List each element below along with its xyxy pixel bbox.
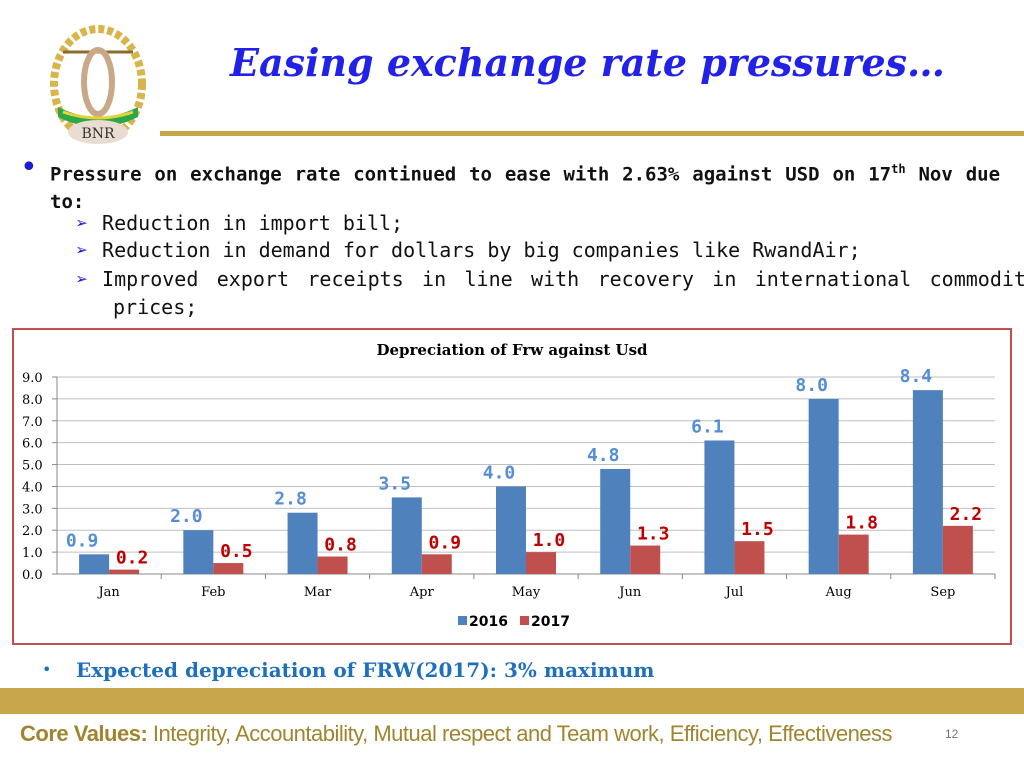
bar-2016-Jan — [79, 554, 110, 574]
chart-frame — [12, 328, 1012, 645]
data-label-2016: 4.0 — [483, 462, 516, 483]
title-rule — [160, 131, 1024, 136]
bar-2017-Sep — [942, 525, 973, 574]
data-label-2017: 1.5 — [741, 519, 774, 540]
y-tick-label: 7.0 — [22, 415, 43, 430]
sub-bullet: ➢ Improved export receipts in line with r… — [76, 267, 1024, 319]
y-tick-label: 1.0 — [22, 546, 43, 561]
footer-bar — [0, 688, 1024, 714]
sub-bullet: ➢ Reduction in import bill; — [76, 211, 404, 235]
y-tick-label: 4.0 — [22, 480, 43, 495]
data-label-2016: 3.5 — [379, 473, 412, 494]
bar-2017-Jun — [630, 545, 661, 574]
sub-bullet: ➢ Reduction in demand for dollars by big … — [76, 238, 861, 262]
bar-2016-Feb — [183, 530, 214, 574]
arrow-bullet-icon: ➢ — [76, 267, 89, 291]
arrow-bullet-icon: ➢ — [76, 238, 89, 262]
bar-2016-Aug — [808, 398, 839, 574]
bar-2017-Jul — [734, 541, 765, 574]
bar-2017-Apr — [421, 554, 452, 574]
bar-2016-Mar — [287, 512, 318, 574]
x-tick-label: Sep — [930, 585, 955, 600]
bar-2016-Jun — [600, 468, 631, 574]
bar-2016-Jul — [704, 440, 735, 574]
bar-chart: 0.0 1.0 2.0 3.0 4.0 5.0 6.0 7.0 8.0 9.0 Jan 0.9 0.2 F… — [22, 366, 996, 630]
bullet-dot: • — [42, 660, 52, 679]
data-label-2016: 8.4 — [900, 366, 933, 387]
data-label-2017: 0.8 — [324, 534, 357, 555]
data-label-2016: 6.1 — [691, 416, 724, 437]
data-label-2017: 0.5 — [220, 541, 253, 562]
data-label-2017: 1.0 — [533, 530, 566, 551]
main-bullet-text: Pressure on exchange rate continued to e… — [50, 162, 1001, 214]
bullet-dot: • — [20, 150, 38, 185]
bar-2017-Feb — [213, 563, 244, 574]
expected-depreciation: Expected depreciation of FRW(2017): 3% m… — [76, 658, 655, 682]
bnr-logo: BNR — [38, 12, 158, 147]
page-number: 12 — [945, 727, 959, 741]
data-label-2017: 0.2 — [116, 548, 149, 569]
y-tick-label: 6.0 — [22, 437, 43, 452]
data-label-2017: 1.3 — [637, 524, 670, 545]
legend-swatch-2017 — [520, 616, 529, 625]
data-label-2017: 2.2 — [950, 504, 983, 525]
x-tick-label: Jun — [617, 585, 642, 600]
bar-2017-May — [526, 552, 556, 574]
y-tick-label: 9.0 — [22, 371, 43, 386]
legend-swatch-2016 — [458, 616, 467, 625]
bar-2017-Mar — [317, 556, 348, 574]
y-tick-label: 3.0 — [22, 502, 43, 517]
y-tick-label: 5.0 — [22, 459, 43, 474]
bar-2016-Apr — [391, 497, 422, 574]
x-tick-label: Apr — [409, 585, 435, 600]
data-label-2016: 8.0 — [795, 375, 828, 396]
slide-title: Easing exchange rate pressures… — [230, 40, 946, 85]
bar-2017-Jan — [109, 569, 140, 574]
arrow-bullet-icon: ➢ — [76, 211, 89, 235]
legend-label-2017: 2017 — [531, 614, 570, 630]
data-label-2016: 2.0 — [170, 506, 203, 527]
svg-text:BNR: BNR — [81, 126, 115, 142]
x-tick-label: Jul — [724, 585, 744, 600]
x-tick-label: Mar — [304, 585, 332, 600]
y-tick-label: 8.0 — [22, 393, 43, 408]
x-tick-label: Jan — [96, 585, 120, 600]
data-label-2016: 2.8 — [274, 489, 307, 510]
y-tick-label: 0.0 — [22, 568, 43, 583]
x-tick-label: May — [512, 585, 541, 600]
data-label-2016: 4.8 — [587, 445, 620, 466]
data-label-2017: 0.9 — [429, 532, 462, 553]
core-values: Core Values: Integrity, Accountability, … — [20, 721, 893, 746]
legend-label-2016: 2016 — [469, 614, 508, 630]
data-label-2017: 1.8 — [845, 513, 878, 534]
x-tick-label: Feb — [201, 585, 225, 600]
y-tick-label: 2.0 — [22, 524, 43, 539]
x-tick-label: Aug — [825, 585, 852, 600]
data-label-2016: 0.9 — [66, 530, 99, 551]
bar-2017-Aug — [838, 534, 869, 574]
bar-2016-Sep — [912, 390, 943, 574]
bar-2016-May — [496, 486, 526, 574]
chart-title: Depreciation of Frw against Usd — [376, 341, 648, 359]
